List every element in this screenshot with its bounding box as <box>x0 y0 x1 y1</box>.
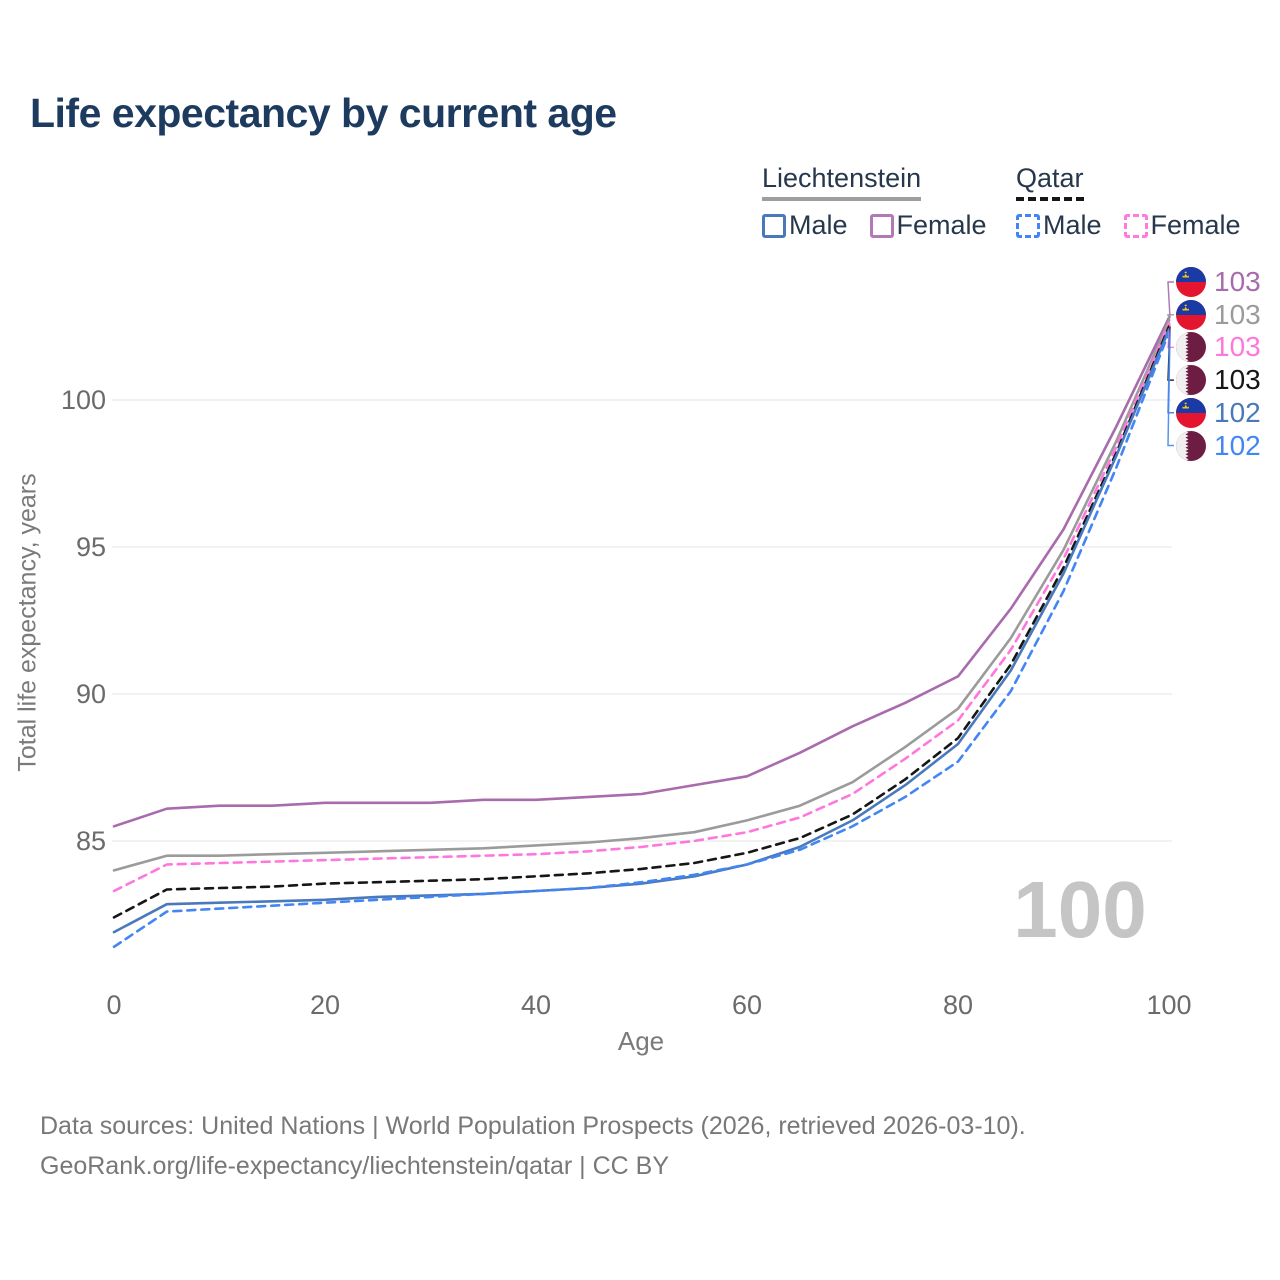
end-label-row[interactable]: 102 <box>1176 430 1261 462</box>
end-label-row[interactable]: 103 <box>1176 266 1261 298</box>
legend-item-qatar-male[interactable]: Male <box>1016 210 1102 241</box>
end-label-value: 102 <box>1214 396 1261 428</box>
y-tick-label: 100 <box>61 385 106 415</box>
end-label-leader <box>1166 313 1174 321</box>
male-solid-swatch-icon[interactable] <box>762 213 786 238</box>
end-label-row[interactable]: 103 <box>1176 331 1261 363</box>
legend-group-title-liechtenstein[interactable]: Liechtenstein <box>762 163 922 201</box>
end-label-value: 103 <box>1214 331 1261 363</box>
x-tick-label: 80 <box>943 990 973 1020</box>
y-tick-label: 90 <box>76 679 106 709</box>
footer: Data sources: United Nations | World Pop… <box>40 1106 1026 1186</box>
legend-item-qatar-female[interactable]: Female <box>1123 210 1241 241</box>
qatar-flag-icon <box>1176 430 1206 461</box>
female-solid-swatch-icon[interactable] <box>869 213 894 238</box>
end-label-value: 103 <box>1214 266 1261 297</box>
legend-group-qatar: Qatar Male Female <box>1016 163 1241 241</box>
series-line[interactable] <box>112 331 1171 949</box>
footer-attribution: GeoRank.org/life-expectancy/liechtenstei… <box>40 1152 670 1180</box>
qatar-flag-icon <box>1176 365 1206 396</box>
legend-item-label: Male <box>1043 210 1102 240</box>
liechtenstein-flag-icon <box>1176 397 1206 428</box>
series-line[interactable] <box>112 328 1171 934</box>
legend-items-qatar: Male Female <box>1016 210 1241 241</box>
legend-group-liechtenstein: Liechtenstein Male Female <box>762 163 987 241</box>
age-counter-watermark: 100 <box>1013 865 1147 954</box>
legend-item-label: Female <box>1150 210 1241 240</box>
series-line[interactable] <box>112 316 1171 828</box>
series-line[interactable] <box>112 325 1171 919</box>
x-tick-label: 60 <box>732 990 762 1020</box>
liechtenstein-flag-icon <box>1176 267 1206 297</box>
end-label-value: 102 <box>1214 429 1261 461</box>
y-tick-label: 95 <box>76 532 106 562</box>
series-line[interactable] <box>112 319 1171 872</box>
end-label-row[interactable]: 103 <box>1176 299 1261 331</box>
qatar-flag-icon <box>1176 332 1206 363</box>
female-dashed-swatch-icon[interactable] <box>1123 213 1148 238</box>
legend-item-liechtenstein-female[interactable]: Female <box>869 210 987 241</box>
y-tick-label: 85 <box>76 826 106 856</box>
chart-title: Life expectancy by current age <box>30 90 617 136</box>
y-axis-title: Total life expectancy, years <box>13 473 42 772</box>
legend-items-liechtenstein: Male Female <box>762 210 987 241</box>
series-line[interactable] <box>112 322 1171 893</box>
end-label-value: 103 <box>1214 364 1261 396</box>
legend-group-title-qatar[interactable]: Qatar <box>1016 163 1084 201</box>
end-label-value: 103 <box>1214 298 1261 330</box>
x-tick-label: 40 <box>521 990 551 1020</box>
end-label-row[interactable]: 103 <box>1176 364 1261 396</box>
legend-item-label: Female <box>896 210 987 240</box>
x-axis-title: Age <box>617 1026 665 1056</box>
liechtenstein-flag-icon <box>1176 299 1206 330</box>
x-tick-label: 100 <box>1146 990 1191 1020</box>
legend-item-liechtenstein-male[interactable]: Male <box>762 210 848 241</box>
x-tick-label: 20 <box>310 990 340 1020</box>
x-tick-label: 0 <box>106 990 121 1020</box>
end-label-leader <box>1167 332 1174 447</box>
male-dashed-swatch-icon[interactable] <box>1016 213 1040 238</box>
legend-item-label: Male <box>789 210 848 240</box>
end-label-row[interactable]: 102 <box>1176 397 1261 429</box>
end-label-leader <box>1167 281 1174 318</box>
footer-data-sources: Data sources: United Nations | World Pop… <box>40 1112 1026 1140</box>
